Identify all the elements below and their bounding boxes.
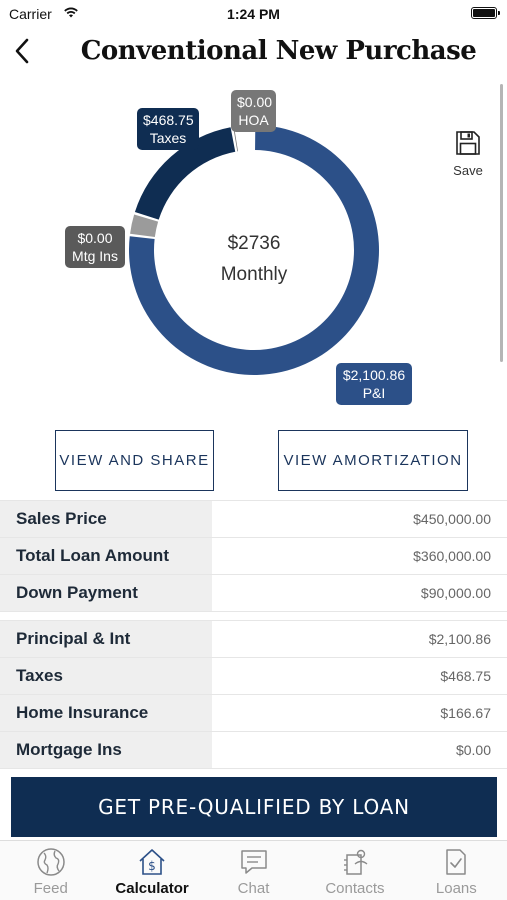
- row-value: $450,000.00: [413, 511, 491, 527]
- taxes-callout: $468.75 Taxes: [137, 108, 199, 150]
- donut-slice-taxes[interactable]: [134, 127, 236, 220]
- table-row: Sales Price $450,000.00: [0, 501, 507, 538]
- tab-feed[interactable]: Feed: [0, 841, 101, 900]
- payment-breakdown-table: Principal & Int $2,100.86 Taxes $468.75 …: [0, 620, 507, 769]
- tab-calculator[interactable]: $ Calculator: [101, 841, 202, 900]
- tab-label: Contacts: [325, 880, 385, 897]
- globe-icon: [36, 848, 65, 876]
- chat-icon: [240, 850, 267, 874]
- contacts-icon: [343, 849, 368, 875]
- mtg-ins-callout: $0.00 Mtg Ins: [65, 226, 125, 268]
- nav-bar: Conventional New Purchase: [0, 28, 507, 74]
- row-label: Home Insurance: [0, 695, 212, 731]
- wifi-icon: [64, 7, 78, 18]
- loans-icon: [446, 849, 467, 875]
- row-label: Sales Price: [0, 501, 212, 537]
- svg-text:$: $: [148, 859, 156, 873]
- taxes-callout-label: Taxes: [149, 130, 187, 146]
- donut-slice-hoa[interactable]: [233, 126, 239, 152]
- tab-contacts[interactable]: Contacts: [304, 841, 405, 900]
- monthly-label: Monthly: [220, 264, 288, 285]
- mtg-ins-callout-label: Mtg Ins: [72, 248, 118, 264]
- row-label: Taxes: [0, 658, 212, 694]
- row-label: Total Loan Amount: [0, 538, 212, 574]
- tab-chat[interactable]: Chat: [203, 841, 304, 900]
- tab-bar: Feed $ Calculator Chat Contacts: [0, 840, 507, 900]
- floppy-disk-icon: [456, 131, 480, 155]
- pi-callout: $2,100.86 P&I: [336, 363, 412, 405]
- hoa-callout: $0.00 HOA: [231, 90, 276, 132]
- row-value: $2,100.86: [428, 631, 491, 647]
- row-value: $360,000.00: [413, 548, 491, 564]
- carrier-label: Carrier: [9, 6, 52, 22]
- row-value: $90,000.00: [420, 585, 491, 601]
- table-row: Home Insurance $166.67: [0, 695, 507, 732]
- back-button[interactable]: [10, 36, 36, 66]
- donut-slice-mtg-ins[interactable]: [130, 214, 159, 237]
- donut-chart: [129, 125, 379, 375]
- tab-loans[interactable]: Loans: [406, 841, 507, 900]
- view-amortization-button[interactable]: VIEW AMORTIZATION: [278, 430, 468, 491]
- get-pre-qualified-button[interactable]: GET PRE-QUALIFIED BY LOAN: [11, 777, 497, 837]
- calculator-house-icon: $: [139, 849, 165, 875]
- tab-label: Feed: [33, 880, 68, 897]
- chevron-left-icon: [15, 38, 29, 64]
- table-row: Mortgage Ins $0.00: [0, 732, 507, 769]
- pi-callout-value: $2,100.86: [342, 367, 406, 383]
- tab-label: Calculator: [115, 880, 189, 897]
- taxes-callout-value: $468.75: [143, 112, 194, 128]
- payment-chart: $2736 Monthly $468.75 Taxes $0.00 HOA $0…: [0, 80, 507, 420]
- scrollbar[interactable]: [500, 84, 503, 362]
- monthly-total: $2736: [227, 233, 281, 254]
- row-label: Principal & Int: [0, 621, 212, 657]
- save-button[interactable]: Save: [448, 130, 488, 180]
- hoa-callout-value: $0.00: [237, 94, 273, 110]
- status-time: 1:24 PM: [227, 6, 280, 22]
- view-and-share-button[interactable]: VIEW AND SHARE: [55, 430, 214, 491]
- page-title: Conventional New Purchase: [80, 36, 477, 66]
- row-value: $166.67: [440, 705, 491, 721]
- pi-callout-label: P&I: [362, 385, 386, 401]
- hoa-callout-label: HOA: [238, 112, 269, 128]
- row-label: Down Payment: [0, 575, 212, 611]
- tab-label: Chat: [237, 880, 270, 897]
- mtg-ins-callout-value: $0.00: [77, 230, 113, 246]
- table-row: Principal & Int $2,100.86: [0, 621, 507, 658]
- tab-label: Loans: [435, 880, 477, 897]
- row-value: $0.00: [455, 742, 491, 758]
- battery-icon: [471, 7, 500, 19]
- loan-summary-table: Sales Price $450,000.00 Total Loan Amoun…: [0, 500, 507, 612]
- status-bar: Carrier 1:24 PM: [0, 0, 507, 28]
- save-label: Save: [453, 163, 483, 178]
- table-row: Taxes $468.75: [0, 658, 507, 695]
- table-row: Down Payment $90,000.00: [0, 575, 507, 612]
- table-row: Total Loan Amount $360,000.00: [0, 538, 507, 575]
- row-label: Mortgage Ins: [0, 732, 212, 768]
- row-value: $468.75: [440, 668, 491, 684]
